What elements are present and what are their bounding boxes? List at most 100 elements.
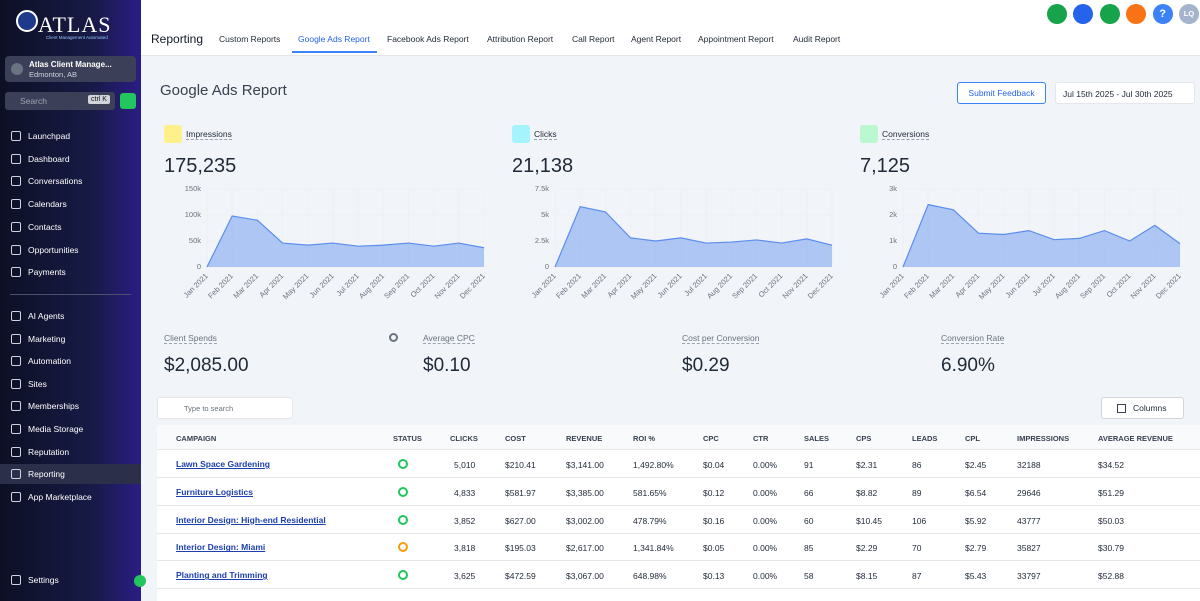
x-tick-label: Nov 2021 <box>781 271 810 300</box>
column-header[interactable]: CPS <box>856 434 871 443</box>
cell: 66 <box>804 488 813 498</box>
x-tick-label: Dec 2021 <box>458 271 487 300</box>
nav-item[interactable]: Launchpad <box>0 126 141 146</box>
cell: $0.04 <box>703 460 724 470</box>
account-name: Atlas Client Manage... <box>29 60 112 69</box>
status-icon <box>398 515 408 525</box>
y-tick-label: 0 <box>545 262 549 271</box>
date-range[interactable]: Jul 15th 2025 - Jul 30th 2025 <box>1055 82 1195 104</box>
cell: 4,833 <box>454 488 475 498</box>
y-tick-label: 150k <box>185 184 202 193</box>
column-header[interactable]: CAMPAIGN <box>176 434 216 443</box>
y-tick-label: 5k <box>541 210 549 219</box>
y-tick-label: 3k <box>889 184 897 193</box>
tab[interactable]: Facebook Ads Report <box>387 34 469 44</box>
tab[interactable]: Call Report <box>572 34 615 44</box>
cell: $2.79 <box>965 543 986 553</box>
collapse-button[interactable] <box>134 575 146 587</box>
nav-item[interactable]: App Marketplace <box>0 487 141 507</box>
column-header[interactable]: ROI % <box>633 434 655 443</box>
nav-item[interactable]: Reputation <box>0 442 141 462</box>
quick-add[interactable] <box>120 93 136 109</box>
nav-item[interactable]: Memberships <box>0 396 141 416</box>
table-search[interactable]: Type to search <box>157 397 293 419</box>
cell: 581.65% <box>633 488 667 498</box>
column-header[interactable]: LEADS <box>912 434 937 443</box>
nav-label: App Marketplace <box>28 492 92 502</box>
column-header[interactable]: STATUS <box>393 434 422 443</box>
tab[interactable]: Audit Report <box>793 34 840 44</box>
y-tick-label: 0 <box>893 262 897 271</box>
stat-value: $0.29 <box>682 355 730 377</box>
column-header[interactable]: IMPRESSIONS <box>1017 434 1069 443</box>
cell: 106 <box>912 516 926 526</box>
column-header[interactable]: AVERAGE REVENUE <box>1098 434 1173 443</box>
chart: 01k2k3kJan 2021Feb 2021Mar 2021Apr 2021M… <box>853 119 1193 316</box>
column-header[interactable]: COST <box>505 434 526 443</box>
cell: $10.45 <box>856 516 882 526</box>
header-icon[interactable] <box>1073 4 1093 24</box>
campaign-link[interactable]: Interior Design: High-end Residential <box>176 515 326 525</box>
nav-item[interactable]: Sites <box>0 374 141 394</box>
nav-item[interactable]: Opportunities <box>0 240 141 260</box>
x-tick-label: Dec 2021 <box>806 271 835 300</box>
tab[interactable]: Google Ads Report <box>298 34 370 44</box>
campaign-link[interactable]: Furniture Logistics <box>176 487 253 497</box>
cell: $5.92 <box>965 516 986 526</box>
top-nav: ReportingCustom ReportsGoogle Ads Report… <box>141 0 1200 56</box>
campaign-link[interactable]: Lawn Space Gardening <box>176 459 270 469</box>
campaign-table: CAMPAIGN STATUS CLICKS COST REVENUE ROI % CPC C… <box>157 425 1200 601</box>
settings-icon[interactable] <box>389 333 398 342</box>
feedback-button[interactable]: Submit Feedback <box>957 82 1046 104</box>
account-switcher[interactable]: Atlas Client Manage...Edmonton, AB <box>5 56 136 82</box>
cell: 58 <box>804 571 813 581</box>
header-icon[interactable] <box>1047 4 1067 24</box>
tab[interactable]: Appointment Report <box>698 34 774 44</box>
nav-label: Marketing <box>28 334 65 344</box>
cell: 60 <box>804 516 813 526</box>
column-header[interactable]: CPC <box>703 434 719 443</box>
campaign-link[interactable]: Interior Design: Miami <box>176 542 265 552</box>
tab[interactable]: Attribution Report <box>487 34 553 44</box>
nav-item[interactable]: Media Storage <box>0 419 141 439</box>
header-icon[interactable] <box>1126 4 1146 24</box>
tab[interactable]: Custom Reports <box>219 34 280 44</box>
x-tick-label: Nov 2021 <box>433 271 462 300</box>
nav-item[interactable]: Contacts <box>0 217 141 237</box>
campaign-link[interactable]: Planting and Trimming <box>176 570 268 580</box>
cell: 86 <box>912 460 921 470</box>
cell: 3,625 <box>454 571 475 581</box>
nav-item[interactable]: Automation <box>0 351 141 371</box>
nav-label: Contacts <box>28 222 62 232</box>
tab[interactable]: Agent Report <box>631 34 681 44</box>
stat-label: Client Spends <box>164 333 217 344</box>
cell: $3,067.00 <box>566 571 604 581</box>
nav-item[interactable]: AI Agents <box>0 306 141 326</box>
cell: 0.00% <box>753 460 777 470</box>
nav-item[interactable]: Settings <box>0 570 141 590</box>
nav-icon <box>11 154 21 164</box>
nav-label: Launchpad <box>28 131 70 141</box>
column-header[interactable]: CLICKS <box>450 434 478 443</box>
y-tick-label: 2k <box>889 210 897 219</box>
nav-item[interactable]: Dashboard <box>0 149 141 169</box>
columns-button[interactable]: Columns <box>1101 397 1184 419</box>
table-row <box>157 450 1200 478</box>
nav-item[interactable]: Payments <box>0 262 141 282</box>
table-row <box>157 533 1200 561</box>
column-header[interactable]: SALES <box>804 434 829 443</box>
header-icon[interactable]: ? <box>1153 4 1173 24</box>
header-icon[interactable]: LQ <box>1179 4 1199 24</box>
nav-item[interactable]: Marketing <box>0 329 141 349</box>
header-icon[interactable] <box>1100 4 1120 24</box>
y-tick-label: 7.5k <box>535 184 549 193</box>
column-header[interactable]: REVENUE <box>566 434 602 443</box>
column-header[interactable]: CPL <box>965 434 980 443</box>
column-header[interactable]: CTR <box>753 434 768 443</box>
x-tick-label: Jan 2021 <box>878 271 906 299</box>
x-tick-label: Sep 2021 <box>382 271 411 300</box>
nav-item[interactable]: Calendars <box>0 194 141 214</box>
nav-item[interactable]: Reporting <box>0 464 141 484</box>
search[interactable]: Searchctrl K <box>5 92 115 110</box>
nav-item[interactable]: Conversations <box>0 171 141 191</box>
